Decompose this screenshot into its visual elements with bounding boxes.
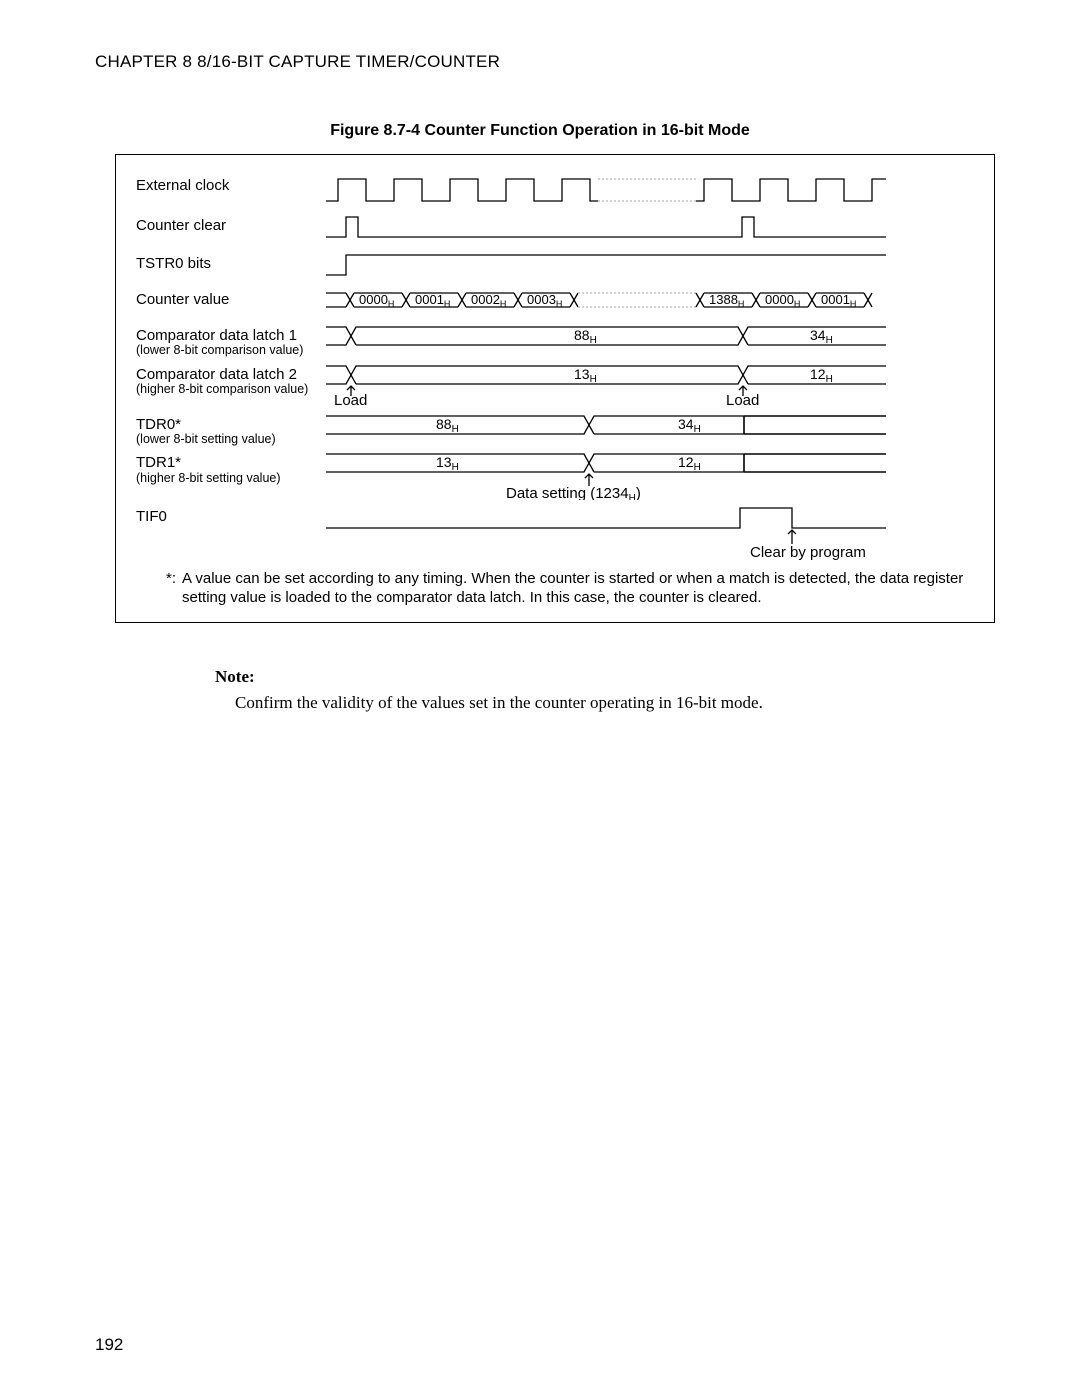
footnote-mark: *: xyxy=(166,570,182,608)
note-label: Note: xyxy=(215,667,985,687)
label-tdr1: TDR1* (higher 8-bit setting value) xyxy=(136,450,326,485)
label-comp2: Comparator data latch 2 (higher 8-bit co… xyxy=(136,362,326,397)
label-comp2-sub: (higher 8-bit comparison value) xyxy=(136,382,326,396)
wave-tstr0 xyxy=(326,251,886,281)
wave-tdr1: 13H 12H Data setting (1234H) xyxy=(326,450,886,500)
svg-text:0002H: 0002H xyxy=(471,292,506,309)
label-counter-value: Counter value xyxy=(136,287,326,308)
svg-text:0000H: 0000H xyxy=(765,292,800,309)
tdr1-val-b: 12H xyxy=(678,454,701,473)
comp2-val-b: 12H xyxy=(810,366,833,385)
svg-text:0003H: 0003H xyxy=(527,292,562,309)
wave-counter-value: 0000H 0001H 0002H 0003H 1388H 0000H 0001H xyxy=(326,287,886,315)
svg-text:0000H: 0000H xyxy=(359,292,394,309)
tdr0-val-a: 88H xyxy=(436,416,459,435)
load-label-2: Load xyxy=(726,392,759,406)
svg-text:1388H: 1388H xyxy=(709,292,744,309)
label-comp1-main: Comparator data latch 1 xyxy=(136,327,297,344)
svg-text:0001H: 0001H xyxy=(415,292,450,309)
tdr0-val-b: 34H xyxy=(678,416,701,435)
label-tdr0: TDR0* (lower 8-bit setting value) xyxy=(136,412,326,447)
label-tdr0-sub: (lower 8-bit setting value) xyxy=(136,432,326,446)
chapter-heading: CHAPTER 8 8/16-BIT CAPTURE TIMER/COUNTER xyxy=(95,52,985,72)
timing-diagram: External clock Counter clear xyxy=(115,154,995,623)
tdr1-val-a: 13H xyxy=(436,454,459,473)
label-external-clock: External clock xyxy=(136,173,326,194)
label-tdr1-main: TDR1* xyxy=(136,454,181,471)
wave-comp1: 88H 34H xyxy=(326,323,886,349)
wave-tif0: Clear by program xyxy=(326,504,886,560)
note-body: Confirm the validity of the values set i… xyxy=(235,693,985,713)
label-tstr0: TSTR0 bits xyxy=(136,251,326,272)
label-comp1-sub: (lower 8-bit comparison value) xyxy=(136,343,326,357)
comp1-val-a: 88H xyxy=(574,327,597,346)
svg-text:0001H: 0001H xyxy=(821,292,856,309)
comp1-val-b: 34H xyxy=(810,327,833,346)
label-comp2-main: Comparator data latch 2 xyxy=(136,366,297,383)
label-tif0: TIF0 xyxy=(136,504,326,525)
wave-counter-clear xyxy=(326,213,886,243)
load-label-1: Load xyxy=(334,392,367,406)
wave-tdr0: 88H 34H xyxy=(326,412,886,438)
page-number: 192 xyxy=(95,1335,123,1355)
label-counter-clear: Counter clear xyxy=(136,213,326,234)
comp2-val-a: 13H xyxy=(574,366,597,385)
footnote-text: A value can be set according to any timi… xyxy=(182,570,974,608)
label-tdr0-main: TDR0* xyxy=(136,416,181,433)
label-tdr1-sub: (higher 8-bit setting value) xyxy=(136,471,326,485)
figure-title: Figure 8.7-4 Counter Function Operation … xyxy=(95,122,985,140)
clear-label: Clear by program xyxy=(750,544,866,560)
wave-external-clock xyxy=(326,173,886,209)
label-comp1: Comparator data latch 1 (lower 8-bit com… xyxy=(136,323,326,358)
data-setting-label: Data setting (1234H) xyxy=(506,485,641,500)
diagram-footnote: *: A value can be set according to any t… xyxy=(166,570,974,608)
wave-comp2: 13H 12H Load Load xyxy=(326,362,886,406)
